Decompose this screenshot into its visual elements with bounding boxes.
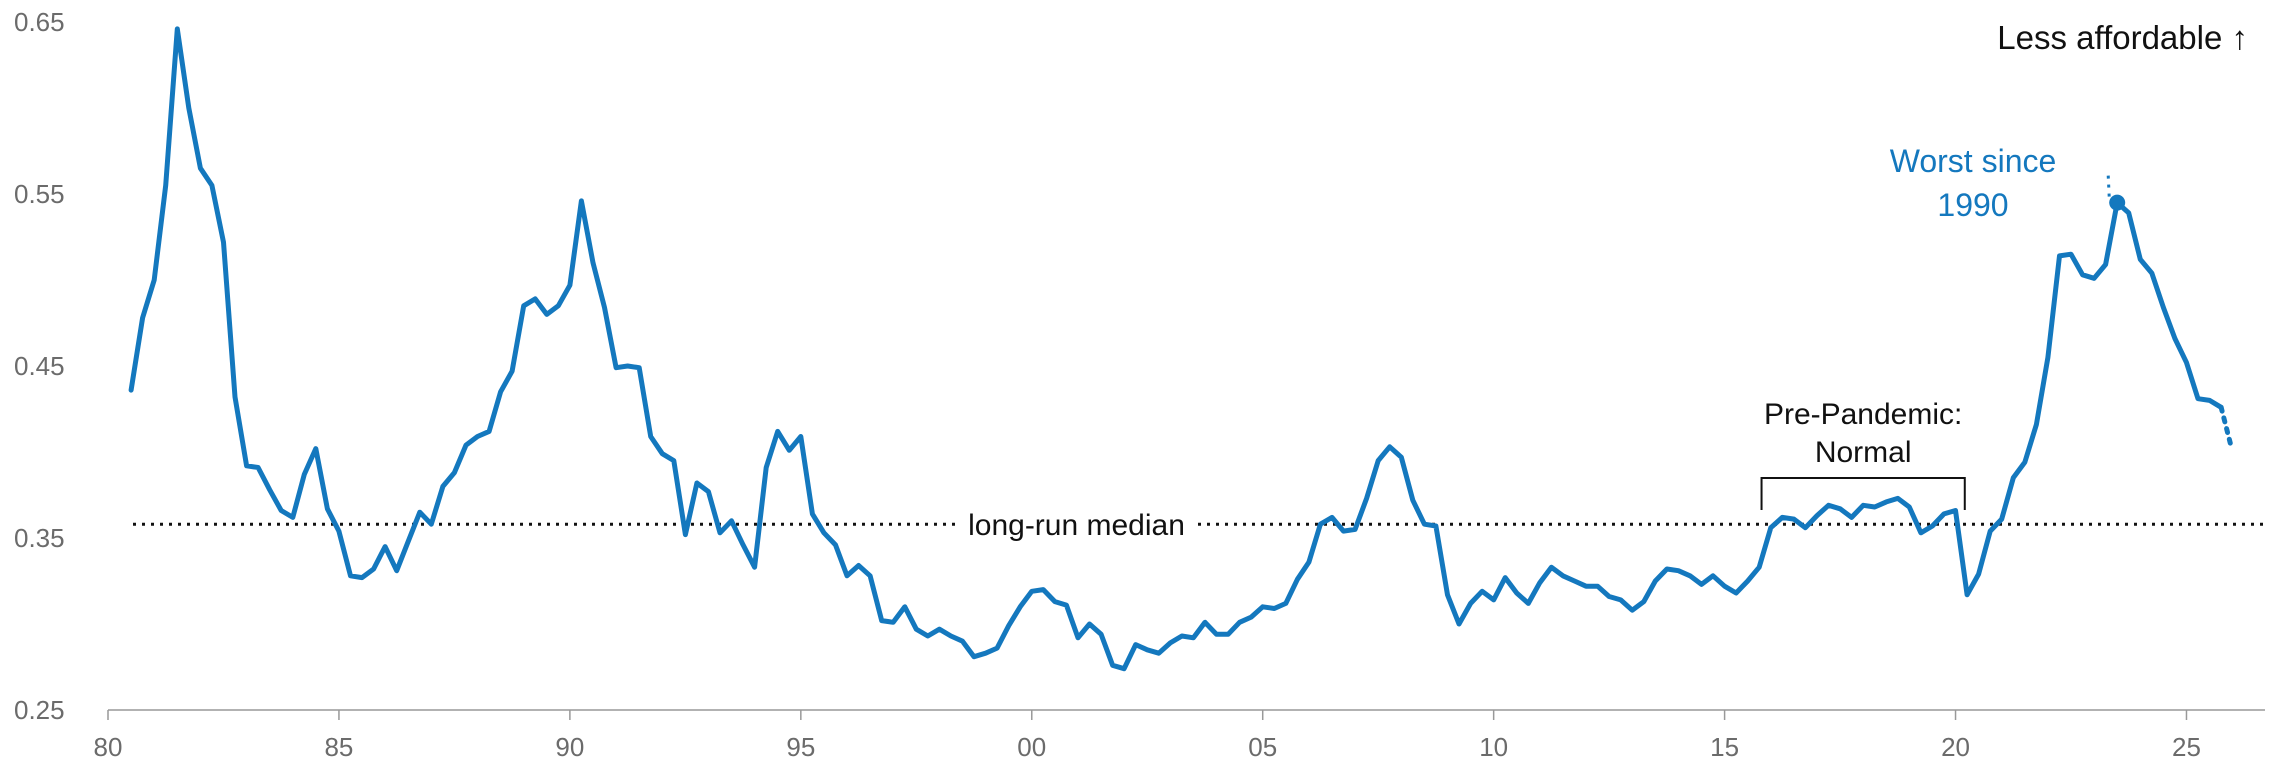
median-label: long-run median [968, 509, 1185, 542]
less-affordable-note: Less affordable ↑ [1997, 19, 2248, 56]
highlight-marker [2109, 194, 2126, 211]
x-tick-label: 95 [786, 732, 815, 762]
y-tick-label: 0.25 [14, 695, 65, 725]
x-tick-label: 00 [1017, 732, 1046, 762]
highlight-label: 1990 [1937, 187, 2008, 223]
y-tick-label: 0.45 [14, 351, 65, 381]
x-tick-label: 85 [324, 732, 353, 762]
x-axis: 80 85 90 95 00 05 10 15 20 25 [94, 709, 2265, 762]
worst-since-1990-highlight: Worst since 1990 [1890, 143, 2126, 223]
x-tick-label: 25 [2172, 732, 2201, 762]
bracket-line [1760, 477, 1966, 510]
x-tick-label: 15 [1710, 732, 1739, 762]
series-projection [2218, 404, 2233, 446]
bracket-label: Pre-Pandemic: [1764, 398, 1962, 431]
y-tick-label: 0.55 [14, 179, 65, 209]
bracket-label: Normal [1815, 436, 1912, 469]
x-tick-label: 05 [1248, 732, 1277, 762]
pre-pandemic-bracket: Pre-Pandemic: Normal [1760, 398, 1966, 510]
x-tick-label: 20 [1941, 732, 1970, 762]
x-tick-label: 80 [94, 732, 123, 762]
series-line [128, 26, 2224, 672]
highlight-label: Worst since [1890, 143, 2057, 179]
y-tick-label: 0.35 [14, 523, 65, 553]
x-tick-label: 90 [555, 732, 584, 762]
affordability-series [128, 26, 2233, 672]
y-axis: 0.25 0.35 0.45 0.55 0.65 [14, 7, 65, 725]
x-tick-label: 10 [1479, 732, 1508, 762]
y-tick-label: 0.65 [14, 7, 65, 37]
highlight-leader [2106, 170, 2111, 197]
